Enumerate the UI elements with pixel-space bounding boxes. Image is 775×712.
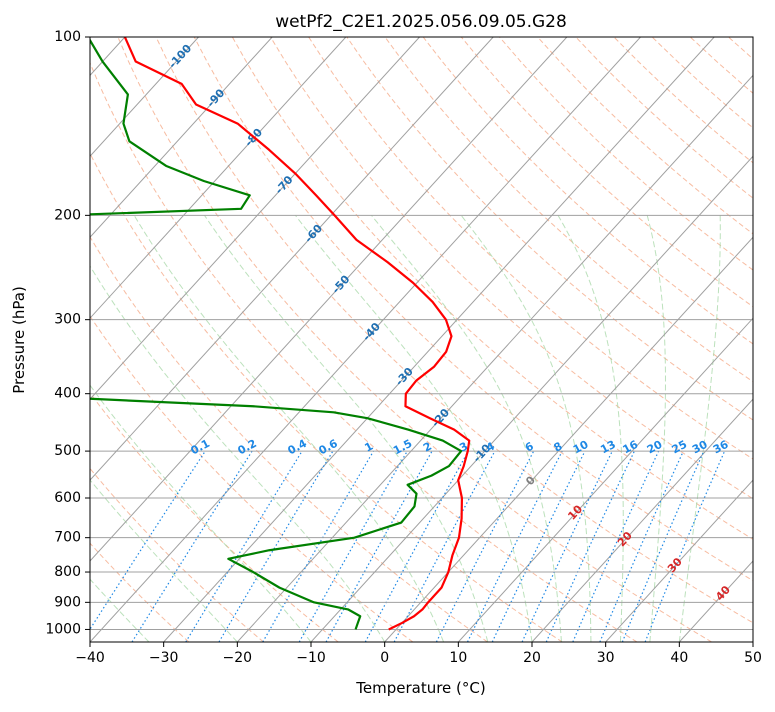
mixing-ratio-line bbox=[364, 450, 469, 642]
isotherm-line bbox=[605, 479, 753, 642]
plot-area: -100-90-80-70-60-50-40-30-20-10010203040… bbox=[90, 37, 753, 642]
mixing-ratio-line bbox=[393, 450, 496, 642]
mixing-ratio-label: 25 bbox=[670, 438, 690, 457]
isotherm-line bbox=[90, 37, 641, 642]
isotherm-line bbox=[310, 155, 753, 642]
y-tick-label: 300 bbox=[54, 312, 81, 328]
dry-adiabat bbox=[90, 61, 638, 642]
y-tick-label: 600 bbox=[54, 490, 81, 506]
isotherm-line bbox=[384, 236, 753, 642]
mixing-ratio-lines bbox=[90, 450, 726, 642]
mixing-ratio-label: 20 bbox=[645, 438, 665, 457]
moist-adiabat bbox=[557, 215, 624, 642]
dry-adiabat bbox=[90, 152, 563, 642]
mixing-ratio-line bbox=[466, 450, 563, 642]
isotherm-line bbox=[90, 37, 494, 481]
moist-adiabat bbox=[90, 384, 312, 642]
y-tick-label: 100 bbox=[54, 29, 81, 45]
x-tick-label: 20 bbox=[523, 650, 541, 666]
profile-series bbox=[90, 37, 471, 631]
mixing-ratio-label: 13 bbox=[598, 438, 618, 457]
pressure-gridlines bbox=[90, 37, 753, 630]
isotherm-line bbox=[90, 37, 273, 238]
mixing-ratio-label: 36 bbox=[711, 438, 731, 457]
temperature-profile-line bbox=[123, 37, 471, 631]
dry-adiabat bbox=[117, 37, 712, 642]
moist-adiabat bbox=[371, 215, 562, 642]
mixing-ratio-label: 16 bbox=[621, 438, 641, 457]
x-tick-label: 50 bbox=[744, 650, 762, 666]
y-tick-label: 800 bbox=[54, 564, 81, 580]
dry-adiabat bbox=[384, 37, 753, 383]
mixing-ratio-line bbox=[90, 450, 206, 631]
y-tick-label: 700 bbox=[54, 530, 81, 546]
isotherm-line bbox=[90, 37, 420, 400]
dry-adiabat bbox=[308, 37, 753, 460]
y-tick-label: 200 bbox=[54, 207, 81, 223]
mixing-ratio-line bbox=[435, 450, 535, 642]
isotherm-line bbox=[163, 37, 715, 642]
mixing-ratio-line bbox=[599, 450, 684, 642]
plot-frame bbox=[89, 36, 754, 643]
x-tick-label: −10 bbox=[296, 650, 326, 666]
dry-adiabat bbox=[270, 37, 753, 500]
y-tick-label: 400 bbox=[54, 386, 81, 402]
x-tick-label: 10 bbox=[449, 650, 467, 666]
mixing-ratio-line bbox=[298, 450, 408, 642]
y-tick-label: 500 bbox=[54, 443, 81, 459]
x-tick-label: −20 bbox=[223, 650, 253, 666]
chart-title: wetPf2_C2E1.2025.056.09.05.G28 bbox=[275, 12, 567, 32]
mixing-ratio-line bbox=[644, 450, 726, 642]
dry-adiabat bbox=[422, 37, 753, 345]
x-axis-label: Temperature (°C) bbox=[355, 679, 485, 697]
mixing-ratio-label: 30 bbox=[690, 438, 710, 457]
mixing-ratio-line bbox=[621, 450, 705, 642]
dewpoint-profile-line bbox=[90, 38, 463, 630]
x-tick-label: 0 bbox=[380, 650, 389, 666]
moist-adiabat bbox=[294, 215, 533, 642]
y-tick-label: 1000 bbox=[45, 621, 81, 637]
mixing-ratio-line bbox=[131, 450, 253, 642]
mixing-ratio-label: 10 bbox=[571, 438, 591, 457]
dry-adiabat bbox=[155, 37, 753, 624]
isotherm-line bbox=[90, 37, 568, 562]
moist-adiabat bbox=[646, 215, 666, 642]
isotherm-line bbox=[90, 37, 199, 158]
moist-adiabat bbox=[678, 215, 721, 642]
x-tick-label: 40 bbox=[670, 650, 688, 666]
x-tick-label: −40 bbox=[75, 650, 105, 666]
isotherm-line bbox=[457, 317, 753, 642]
y-axis-label: Pressure (hPa) bbox=[10, 286, 28, 394]
x-axis-ticks: −40 −30 −20 −10 0 10 20 30 40 50 bbox=[75, 642, 762, 666]
mixing-ratio-line bbox=[572, 450, 660, 642]
mixing-ratio-line bbox=[185, 450, 303, 642]
mixing-ratio-line bbox=[325, 450, 433, 642]
dry-adiabat bbox=[193, 37, 753, 582]
y-tick-label: 900 bbox=[54, 594, 81, 610]
isotherm-line bbox=[531, 398, 753, 642]
moist-adiabat bbox=[90, 479, 238, 642]
x-tick-label: −30 bbox=[149, 650, 179, 666]
y-axis-ticks: 100 200 300 400 500 600 700 800 900 1000 bbox=[45, 29, 90, 637]
x-tick-label: 30 bbox=[597, 650, 615, 666]
moist-adiabat bbox=[90, 265, 386, 642]
moist-adiabat bbox=[460, 215, 592, 642]
